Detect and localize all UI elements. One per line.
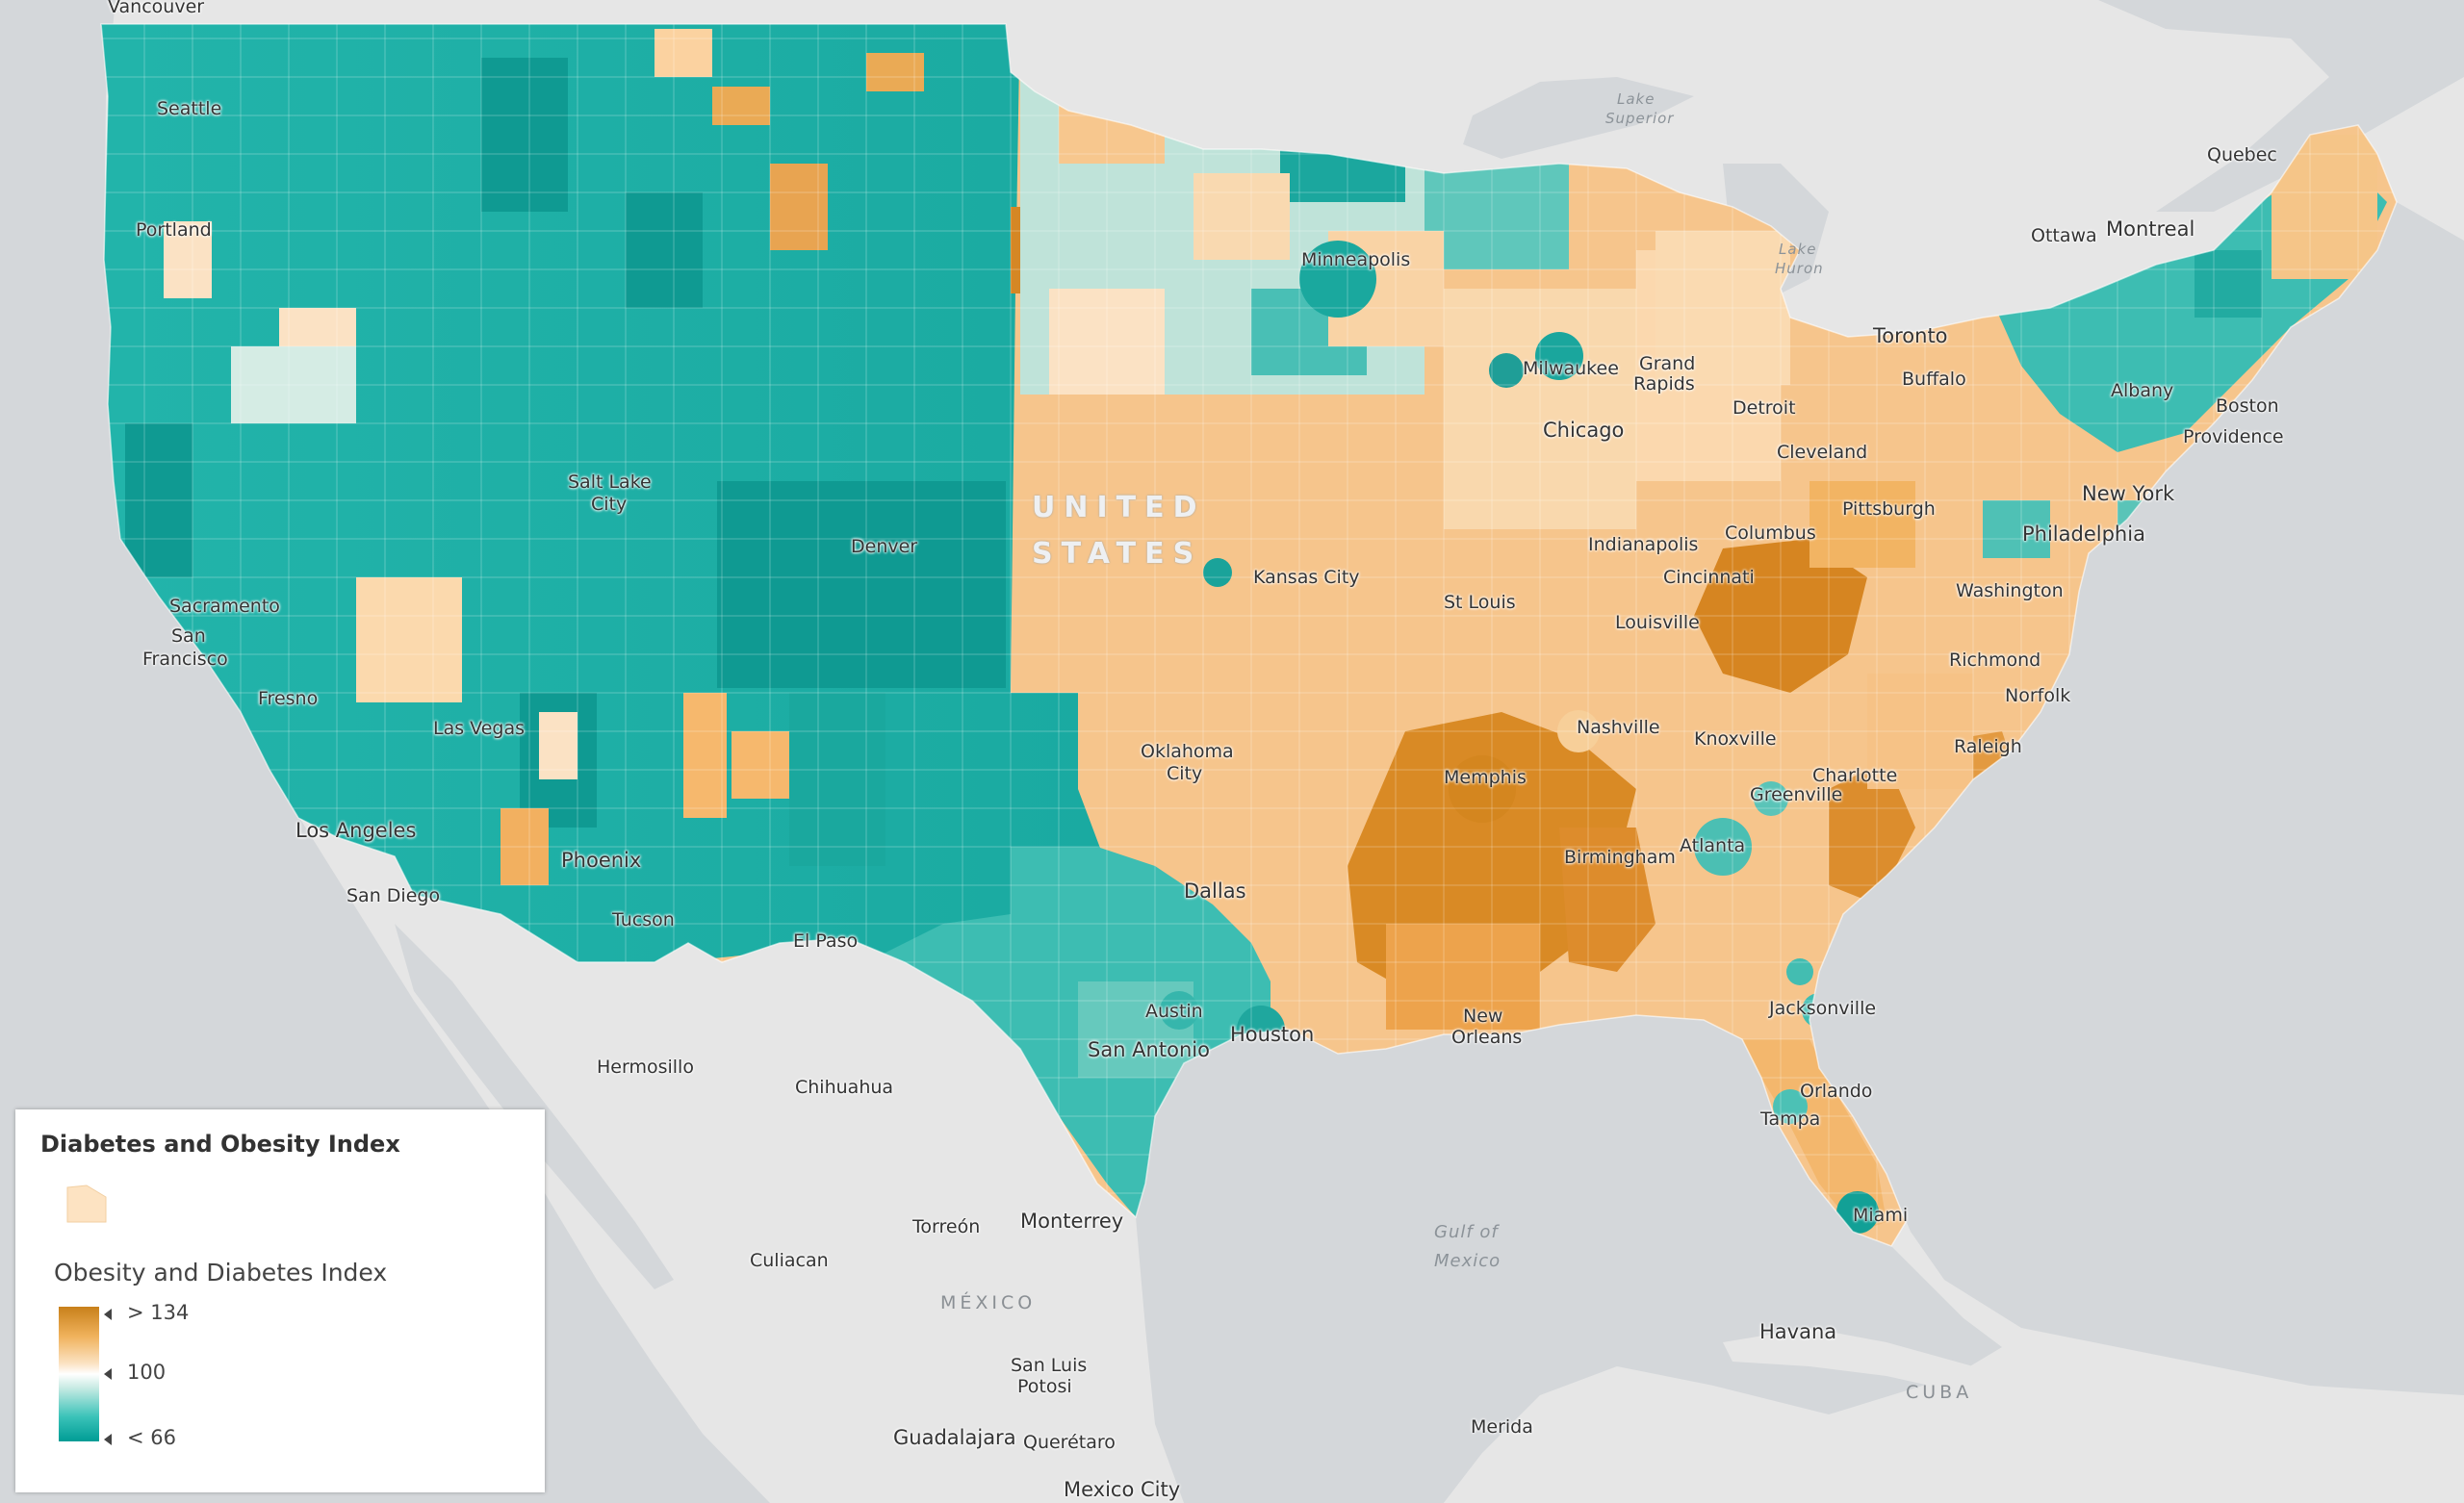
city-label: Orleans (1451, 1027, 1523, 1048)
city-label: Cincinnati (1663, 567, 1755, 588)
city-label: Toronto (1873, 324, 1948, 347)
city-label: City (591, 494, 628, 515)
country-label-cuba: CUBA (1906, 1382, 1973, 1403)
city-label: Denver (851, 536, 918, 557)
city-label: Knoxville (1694, 728, 1777, 750)
city-label: San Luis (1011, 1355, 1088, 1376)
legend-low-label: < 66 (127, 1426, 176, 1449)
legend-high-label: > 134 (127, 1301, 190, 1324)
city-label: Dallas (1184, 879, 1246, 903)
city-label: Hermosillo (597, 1057, 694, 1078)
tick-marker-icon (104, 1434, 112, 1445)
country-label-mexico: MÉXICO (940, 1292, 1037, 1313)
water-label-lake-huron: Huron (1775, 260, 1824, 277)
city-label: Sacramento (169, 596, 280, 617)
tick-marker-icon (104, 1368, 112, 1380)
city-label: Grand (1639, 353, 1696, 374)
legend-swatch-icon (66, 1185, 107, 1223)
city-label: Francisco (142, 649, 228, 670)
city-label: Boston (2216, 395, 2279, 417)
city-label: Birmingham (1564, 847, 1676, 868)
city-label: Culiacan (750, 1250, 829, 1271)
city-label: Fresno (258, 688, 319, 709)
water-label-lake-huron: Lake (1779, 241, 1817, 258)
legend-panel: Diabetes and Obesity Index Obesity and D… (15, 1109, 545, 1492)
city-label: Milwaukee (1523, 358, 1619, 379)
city-label: Phoenix (561, 849, 642, 872)
water-label-gulf: Mexico (1434, 1251, 1502, 1271)
city-label: San Diego (346, 885, 441, 906)
city-label: San Antonio (1088, 1038, 1210, 1061)
city-label: Seattle (157, 98, 222, 119)
city-label: City (1167, 763, 1203, 784)
city-label: San (171, 625, 206, 647)
city-label: Washington (1956, 580, 2064, 601)
tick-marker-icon (104, 1309, 112, 1320)
city-label: Albany (2111, 380, 2174, 401)
city-label: New York (2082, 482, 2175, 505)
city-label: Columbus (1725, 522, 1816, 544)
city-label: Norfolk (2005, 685, 2071, 706)
city-label: Las Vegas (433, 718, 525, 739)
city-label: Providence (2183, 426, 2284, 447)
city-label: Indianapolis (1588, 534, 1699, 555)
city-label: Philadelphia (2022, 522, 2145, 546)
city-label: Los Angeles (295, 819, 417, 842)
city-label: Atlanta (1680, 835, 1746, 856)
city-label: Orlando (1800, 1081, 1873, 1102)
city-label: Havana (1759, 1320, 1837, 1343)
city-label: Rapids (1633, 373, 1695, 395)
city-label: Austin (1145, 1001, 1203, 1022)
city-label: Ottawa (2031, 225, 2097, 246)
city-label: Oklahoma (1141, 741, 1234, 762)
city-label: Miami (1853, 1205, 1909, 1226)
city-label: Minneapolis (1301, 249, 1411, 270)
city-label: Greenville (1750, 784, 1843, 805)
city-label: Richmond (1949, 650, 2041, 671)
city-label: Guadalajara (893, 1426, 1016, 1449)
city-label: Detroit (1732, 397, 1796, 419)
city-label: Louisville (1615, 612, 1700, 633)
city-label: Mexico City (1064, 1478, 1181, 1501)
legend-title: Diabetes and Obesity Index (40, 1131, 400, 1158)
city-label: Kansas City (1253, 567, 1360, 588)
city-label: Quebec (2207, 144, 2277, 166)
city-label: Memphis (1444, 767, 1527, 788)
city-label: Tampa (1760, 1108, 1821, 1130)
water-label-gulf: Gulf of (1434, 1222, 1499, 1242)
city-label: Nashville (1577, 717, 1660, 738)
city-label: Potosi (1017, 1376, 1072, 1397)
city-label: St Louis (1444, 592, 1516, 613)
city-label: Montreal (2106, 217, 2195, 241)
city-label: Pittsburgh (1842, 498, 1936, 520)
city-label: Chihuahua (795, 1077, 894, 1098)
city-label: El Paso (793, 930, 859, 952)
country-label-us: UNITED (1032, 491, 1206, 524)
city-label: Chicago (1543, 419, 1625, 442)
city-label: Houston (1230, 1023, 1315, 1046)
color-ramp (59, 1307, 99, 1441)
city-label: Vancouver (108, 0, 205, 17)
city-label: New (1463, 1006, 1503, 1027)
legend-field-label: Obesity and Diabetes Index (54, 1259, 388, 1286)
city-label: Charlotte (1812, 765, 1898, 786)
water-label-lake-superior: Lake (1617, 90, 1656, 108)
city-label: Monterrey (1020, 1210, 1124, 1233)
city-label: Cleveland (1777, 442, 1868, 463)
city-label: Jacksonville (1769, 998, 1877, 1019)
city-label: Raleigh (1954, 736, 2022, 757)
country-label-us: STATES (1032, 537, 1203, 571)
city-label: Portland (136, 219, 212, 241)
city-label: Torreón (912, 1216, 981, 1237)
water-label-lake-superior: Superior (1605, 110, 1675, 127)
legend-mid-label: 100 (127, 1361, 167, 1384)
city-label: Salt Lake (568, 471, 652, 493)
city-label: Querétaro (1023, 1432, 1116, 1453)
city-label: Merida (1471, 1416, 1533, 1438)
city-label: Tucson (612, 909, 675, 930)
city-label: Buffalo (1902, 369, 1966, 390)
